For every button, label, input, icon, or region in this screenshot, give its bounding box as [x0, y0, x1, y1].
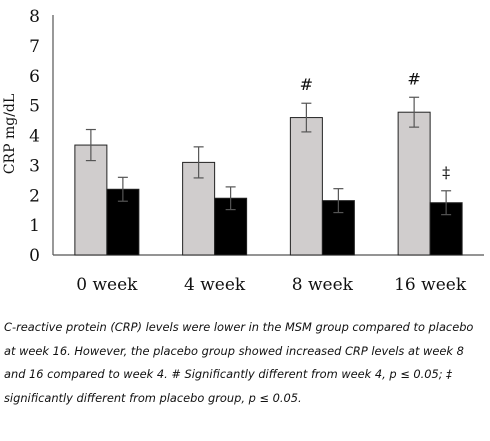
y-tick-label: 3	[29, 156, 40, 176]
bar-chart: 0 1 2 3 4 5 6 7 8 0 week 4 week 8 week 16 week # # ‡ C…	[2, 7, 484, 295]
x-tick-label: 0 week	[76, 275, 138, 295]
y-tick-label: 5	[29, 97, 40, 117]
significance-marker: #	[300, 75, 313, 94]
y-tick-label: 8	[29, 7, 40, 27]
y-tick-label: 1	[29, 216, 40, 236]
x-tick-label: 16 week	[394, 275, 467, 295]
y-tick-label: 6	[29, 67, 40, 87]
chart-tick-labels: 0 1 2 3 4 5 6 7 8 0 week 4 week 8 week 16 week	[29, 7, 467, 295]
y-tick-label: 7	[29, 37, 40, 57]
x-tick-label: 4 week	[184, 275, 246, 295]
y-tick-label: 2	[29, 186, 40, 206]
significance-marker: ‡	[442, 163, 450, 182]
chart-annotations: # # ‡	[300, 69, 450, 182]
chart-error-bars	[85, 96, 452, 216]
chart-bars	[74, 111, 463, 256]
significance-marker: #	[407, 69, 420, 88]
bar	[289, 117, 323, 256]
y-tick-label: 0	[29, 246, 40, 266]
y-tick-label: 4	[29, 127, 40, 147]
bar	[74, 144, 108, 256]
y-axis-label: CRP mg/dL	[2, 94, 18, 174]
bar	[397, 111, 431, 256]
x-tick-label: 8 week	[292, 275, 354, 295]
figure-caption: C-reactive protein (CRP) levels were low…	[4, 320, 474, 405]
